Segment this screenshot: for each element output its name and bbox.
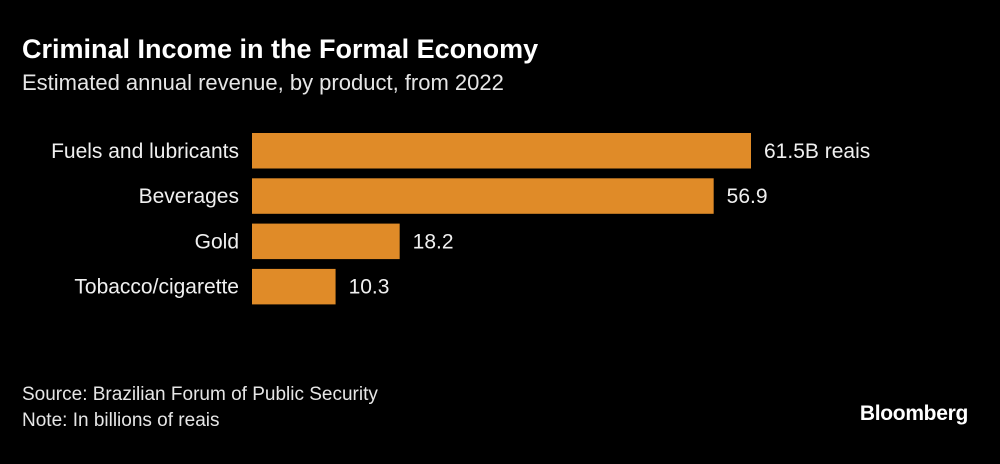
bar [252,133,751,169]
value-label: 18.2 [413,230,454,253]
category-label: Tobacco/cigarette [74,276,239,299]
chart-subtitle: Estimated annual revenue, by product, fr… [22,70,504,95]
bar [252,178,714,214]
units-note: Note: In billions of reais [22,410,220,431]
source-note: Source: Brazilian Forum of Public Securi… [22,384,378,405]
value-label: 56.9 [727,185,768,208]
bar [252,223,400,260]
bar [252,268,336,305]
category-label: Fuels and lubricants [51,140,239,163]
bloomberg-logo: Bloomberg [859,402,968,425]
value-label: 61.5B reais [764,140,870,163]
category-label: Gold [195,230,239,253]
value-label: 10.3 [349,276,390,299]
category-label: Beverages [139,185,239,208]
chart-title: Criminal Income in the Formal Economy [22,34,539,64]
